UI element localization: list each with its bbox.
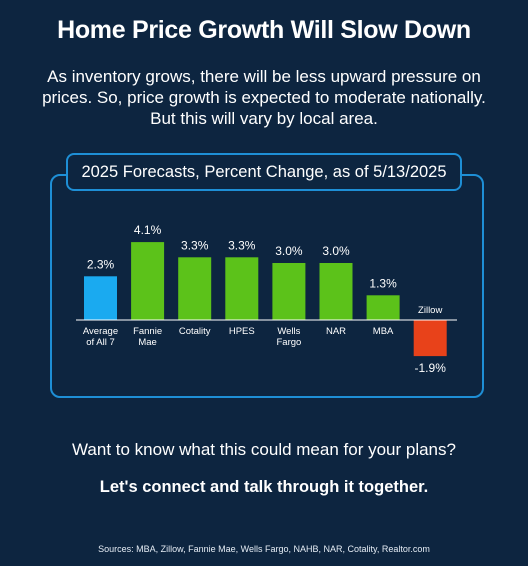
bar bbox=[225, 257, 259, 320]
bar-value-label: -1.9% bbox=[415, 361, 447, 375]
category-label: Cotality bbox=[179, 326, 211, 337]
sources-note: Sources: MBA, Zillow, Fannie Mae, Wells … bbox=[98, 544, 430, 554]
category-label: Mae bbox=[138, 337, 156, 348]
category-label: Zillow bbox=[418, 305, 442, 316]
category-label: Fargo bbox=[276, 337, 301, 348]
bar-value-label: 3.3% bbox=[181, 238, 209, 252]
bar bbox=[272, 263, 306, 320]
category-label: NAR bbox=[326, 326, 346, 337]
bar-value-label: 2.3% bbox=[87, 257, 115, 271]
cta-statement: Let's connect and talk through it togeth… bbox=[99, 478, 429, 496]
category-label: Fannie bbox=[133, 326, 162, 337]
bar bbox=[131, 242, 165, 320]
chart-title-text: 2025 Forecasts, Percent Change, as of 5/… bbox=[81, 162, 447, 181]
page-subtitle: As inventory grows, there will be less u… bbox=[42, 67, 486, 128]
chart-title: 2025 Forecasts, Percent Change, as of 5/… bbox=[66, 153, 462, 191]
category-label: of All 7 bbox=[86, 337, 115, 348]
bar bbox=[84, 276, 117, 320]
bar-value-label: 4.1% bbox=[134, 223, 162, 237]
bar bbox=[413, 320, 447, 357]
bar-value-label: 3.0% bbox=[322, 244, 350, 258]
page-title: Home Price Growth Will Slow Down bbox=[57, 16, 471, 44]
category-label: Average bbox=[83, 326, 118, 337]
bar-value-label: 1.3% bbox=[369, 276, 397, 290]
bar-value-label: 3.3% bbox=[228, 238, 256, 252]
category-label: HPES bbox=[229, 326, 255, 337]
bar bbox=[366, 295, 400, 320]
category-label: Wells bbox=[277, 326, 300, 337]
bar-value-label: 3.0% bbox=[275, 244, 303, 258]
category-label: MBA bbox=[373, 326, 394, 337]
bar bbox=[319, 263, 353, 320]
cta-question: Want to know what this could mean for yo… bbox=[72, 440, 456, 459]
bar bbox=[178, 257, 212, 320]
